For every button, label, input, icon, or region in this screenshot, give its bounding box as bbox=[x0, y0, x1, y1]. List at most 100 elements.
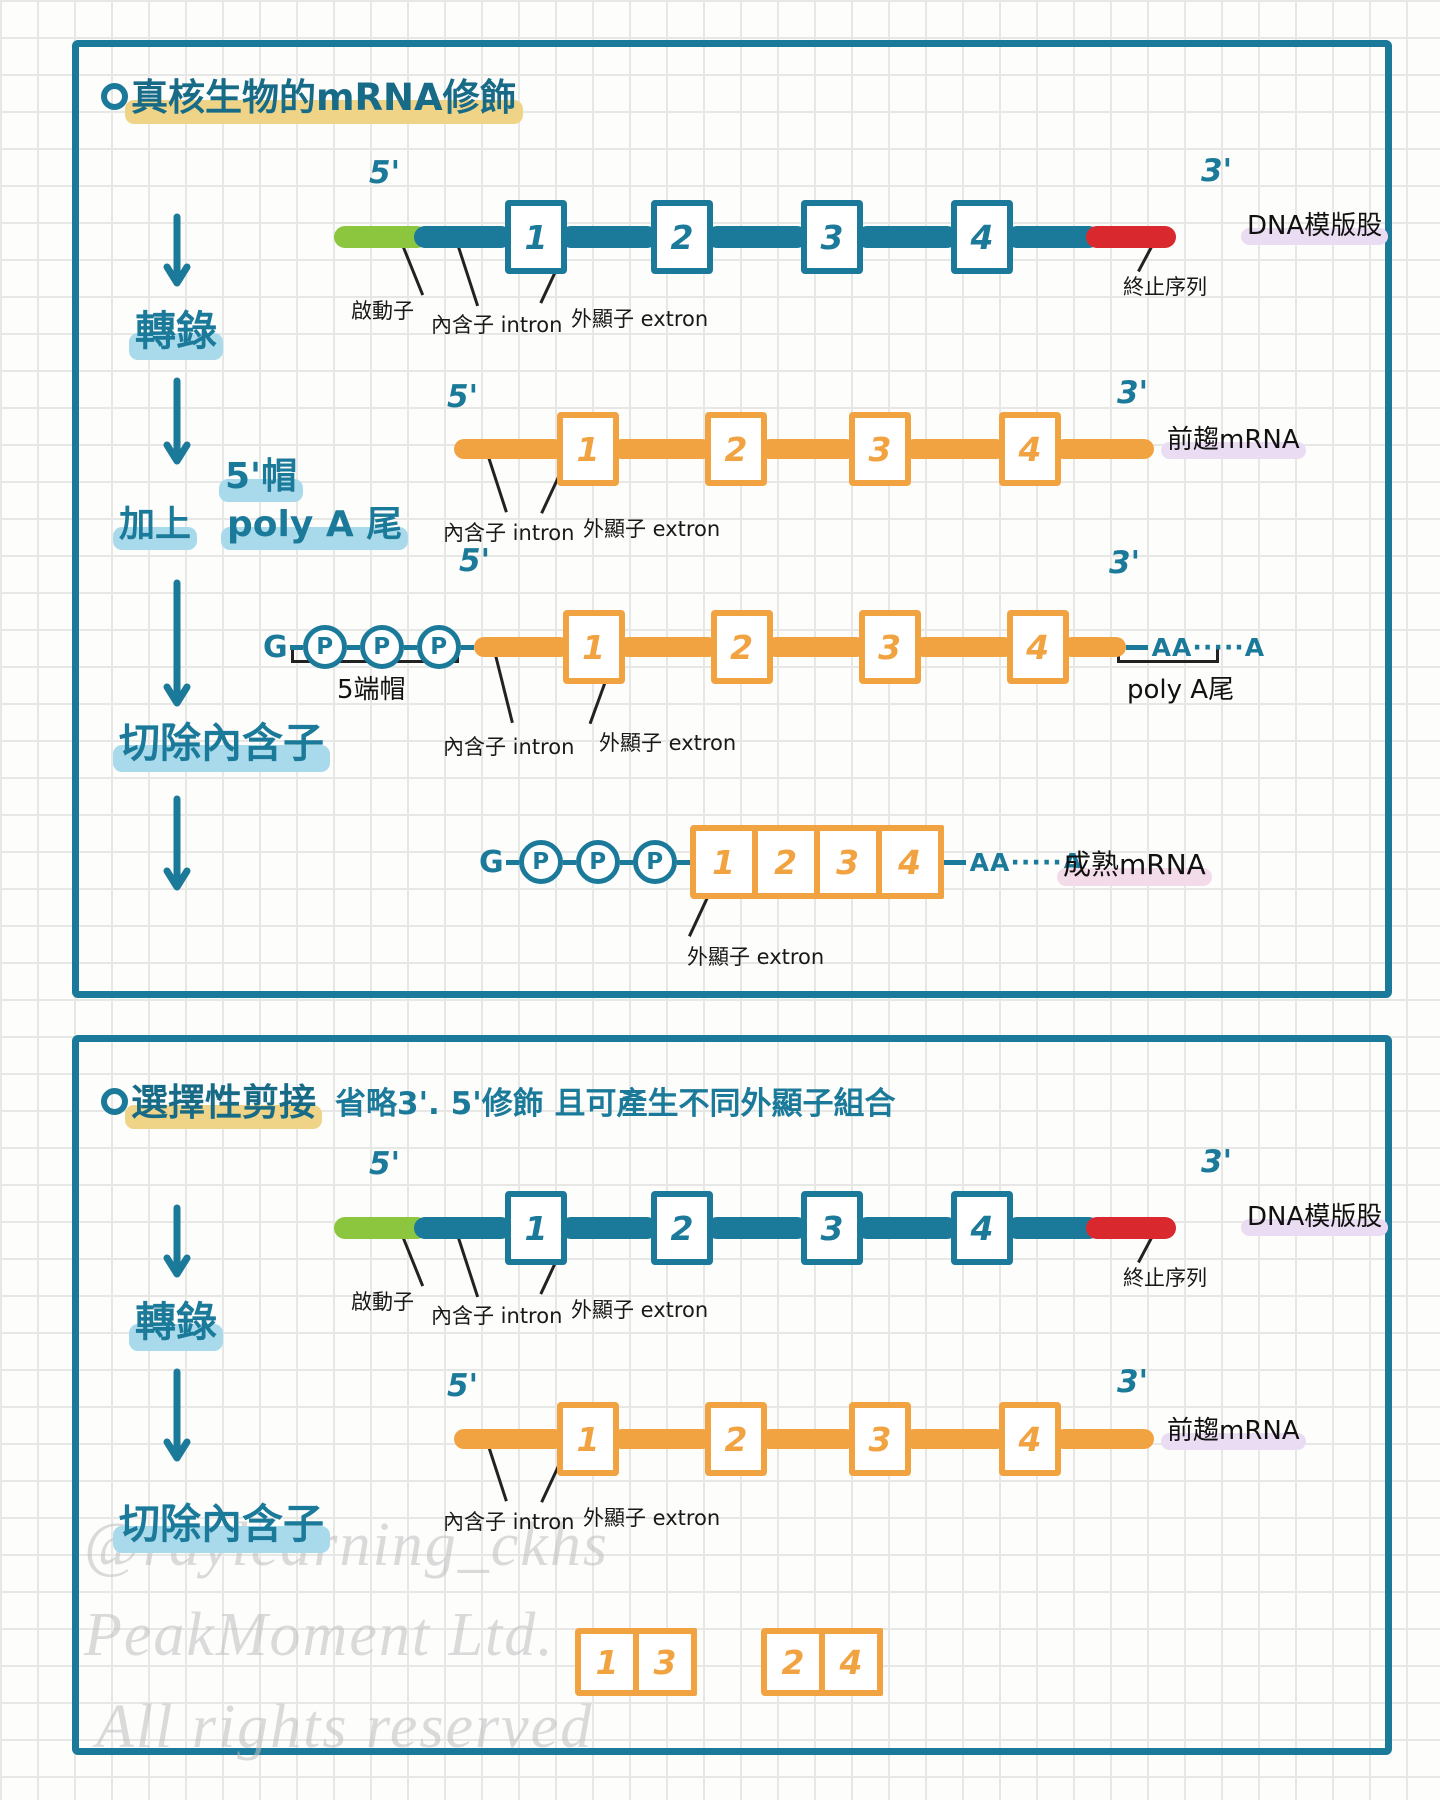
exon-box: 4 bbox=[951, 1191, 1013, 1265]
exon-label: 外顯子 extron bbox=[571, 307, 709, 331]
exon-box: 4 bbox=[999, 412, 1061, 486]
exon-label: 外顯子 extron bbox=[687, 945, 825, 969]
intron-segment bbox=[856, 226, 958, 248]
intron-label: 內含子 intron bbox=[431, 313, 563, 337]
watermark-line-2: PeakMoment Ltd. bbox=[84, 1601, 555, 1669]
rna-intron-segment bbox=[617, 637, 718, 657]
rna-intron-segment bbox=[1054, 1429, 1154, 1449]
step-add: 加上 bbox=[112, 495, 198, 550]
phosphate-circle: P bbox=[416, 625, 461, 669]
terminator-segment bbox=[1086, 226, 1176, 248]
exon-label: 外顯子 extron bbox=[571, 1298, 709, 1322]
exon-box: 2 bbox=[761, 1628, 825, 1696]
watermark-line-3: All rights reserved bbox=[96, 1693, 594, 1761]
exon-box: 1 bbox=[505, 1191, 567, 1265]
exon-box: 2 bbox=[651, 200, 713, 274]
exon-box: 1 bbox=[557, 1402, 619, 1476]
exon-box: 3 bbox=[801, 200, 863, 274]
pre-mrna-strand: 1 2 3 4 bbox=[454, 1402, 1154, 1476]
intron-segment bbox=[1006, 226, 1100, 248]
panel-mrna-modification: 真核生物的mRNA修飾 5' 3' 1 2 3 4 DNA模版股 啟動子 內含子… bbox=[72, 40, 1392, 998]
intron-segment bbox=[706, 1217, 808, 1239]
five-prime-label: 5' bbox=[369, 1146, 401, 1182]
subtitle-text: 省略3'. 5'修飾 且可產生不同外顯子組合 bbox=[335, 1086, 896, 1122]
dna-strand-name: DNA模版股 bbox=[1240, 1196, 1389, 1236]
panel-alternative-splicing: 選擇性剪接 省略3'. 5'修飾 且可產生不同外顯子組合 5' 3' 1 2 3… bbox=[72, 1035, 1392, 1755]
down-arrow-icon bbox=[163, 579, 191, 707]
promoter-label: 啟動子 bbox=[351, 299, 414, 323]
pre-mrna-strand: 1 2 3 4 bbox=[454, 412, 1154, 486]
bond-line bbox=[619, 859, 633, 865]
tail-bracket-label: poly A尾 bbox=[1127, 675, 1235, 705]
rna-intron-segment bbox=[473, 637, 570, 657]
exon-box: 2 bbox=[705, 412, 767, 486]
exon-box: 4 bbox=[1006, 610, 1069, 684]
step-polya: poly A 尾 bbox=[220, 495, 409, 550]
three-prime-label: 3' bbox=[1117, 375, 1149, 411]
three-prime-label: 3' bbox=[1201, 153, 1233, 189]
dna-template-strand: 1 2 3 4 bbox=[334, 1191, 1176, 1265]
bond-line bbox=[562, 859, 576, 865]
rna-intron-segment bbox=[904, 1429, 1006, 1449]
exon-box: 3 bbox=[813, 825, 882, 899]
intron-segment bbox=[414, 226, 512, 248]
exon-box: 4 bbox=[951, 200, 1013, 274]
intron-label: 內含子 intron bbox=[431, 1304, 563, 1328]
down-arrow-icon bbox=[163, 1368, 191, 1462]
step-splice: 切除內含子 bbox=[113, 1490, 330, 1553]
rna-intron-segment bbox=[760, 439, 856, 459]
cap-g: G bbox=[479, 844, 504, 880]
rna-intron-segment bbox=[454, 1429, 564, 1449]
phosphate-circle: P bbox=[575, 840, 620, 884]
down-arrow-icon bbox=[163, 377, 191, 465]
exon-box: 2 bbox=[751, 825, 820, 899]
exon-box: 4 bbox=[875, 825, 944, 899]
exon-label: 外顯子 extron bbox=[599, 731, 737, 755]
poly-a-tail: AA·····A bbox=[1151, 632, 1266, 662]
rna-intron-segment bbox=[760, 1429, 856, 1449]
page-title: 真核生物的mRNA修飾 bbox=[125, 67, 523, 124]
exon-box: 1 bbox=[562, 610, 625, 684]
exon-label: 外顯子 extron bbox=[583, 517, 721, 541]
rna-intron-segment bbox=[913, 637, 1014, 657]
terminator-label: 終止序列 bbox=[1123, 275, 1207, 299]
rna-intron-segment bbox=[1061, 637, 1126, 657]
exon-box: 3 bbox=[801, 1191, 863, 1265]
intron-segment bbox=[856, 1217, 958, 1239]
bond-line bbox=[403, 644, 417, 650]
promoter-label: 啟動子 bbox=[351, 1290, 414, 1314]
bond-line bbox=[943, 859, 966, 865]
mature-mrna-name: 成熟mRNA bbox=[1057, 843, 1212, 886]
exon-box: 2 bbox=[651, 1191, 713, 1265]
page-title: 選擇性剪接 bbox=[125, 1072, 322, 1129]
mature-mrna-strand: G P P P 1 2 3 4 AA·····A bbox=[479, 825, 1083, 899]
intron-label: 內含子 intron bbox=[443, 1510, 575, 1534]
bond-line bbox=[1125, 644, 1148, 650]
exon-box: 1 bbox=[557, 412, 619, 486]
step-splice: 切除內含子 bbox=[113, 709, 330, 772]
exon-box: 4 bbox=[819, 1628, 883, 1696]
intron-segment bbox=[1006, 1217, 1100, 1239]
dna-strand-name: DNA模版股 bbox=[1240, 205, 1389, 245]
step-transcription: 轉錄 bbox=[129, 297, 223, 360]
three-prime-label: 3' bbox=[1201, 1144, 1233, 1180]
title-text: 選擇性剪接 bbox=[125, 1072, 322, 1129]
spliced-combination-2: 2 4 bbox=[761, 1628, 883, 1696]
capped-mrna-strand: G P P P 1 2 3 4 AA·····A bbox=[263, 610, 1265, 684]
cap-bracket-label: 5端帽 bbox=[337, 675, 406, 705]
pre-mrna-name: 前趨mRNA bbox=[1161, 1410, 1306, 1450]
rna-intron-segment bbox=[612, 439, 712, 459]
rna-intron-segment bbox=[765, 637, 866, 657]
five-prime-label: 5' bbox=[459, 543, 491, 579]
bond-line bbox=[289, 644, 303, 650]
intron-segment bbox=[560, 226, 658, 248]
exon-box: 3 bbox=[849, 412, 911, 486]
down-arrow-icon bbox=[163, 1204, 191, 1278]
exon-box: 1 bbox=[505, 200, 567, 274]
dna-template-strand: 1 2 3 4 bbox=[334, 200, 1176, 274]
five-prime-label: 5' bbox=[447, 1368, 479, 1404]
exon-label: 外顯子 extron bbox=[583, 1506, 721, 1530]
exon-box: 4 bbox=[999, 1402, 1061, 1476]
exon-box: 3 bbox=[858, 610, 921, 684]
promoter-segment bbox=[334, 1217, 428, 1239]
